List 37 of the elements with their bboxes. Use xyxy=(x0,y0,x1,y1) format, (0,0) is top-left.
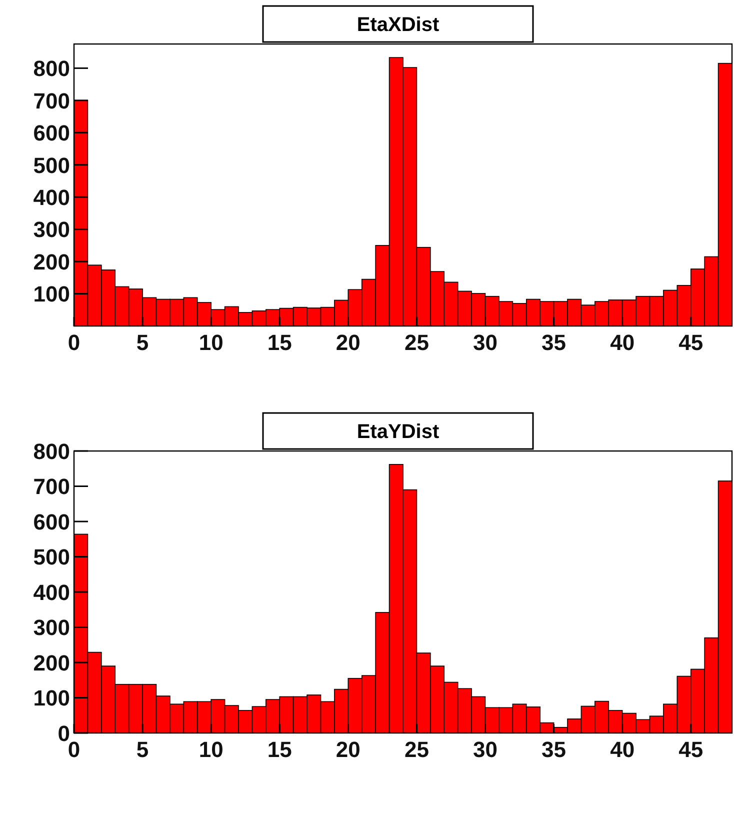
chart-title: EtaXDist xyxy=(356,14,440,36)
y-tick-label: 500 xyxy=(33,152,70,178)
x-tick-label: 45 xyxy=(678,737,704,762)
y-tick-label: 700 xyxy=(33,474,70,500)
x-tick-label: 35 xyxy=(542,737,566,762)
y-tick-label: 700 xyxy=(33,88,70,114)
y-tick-label: 800 xyxy=(33,56,70,82)
x-tick-label: 5 xyxy=(136,330,149,355)
x-tick-label: 10 xyxy=(198,737,224,762)
chart-title: EtaYDist xyxy=(356,421,440,443)
x-tick-label: 25 xyxy=(404,737,429,762)
y-tick-label: 400 xyxy=(33,580,70,605)
y-tick-label: 200 xyxy=(33,249,70,274)
y-tick-label: 500 xyxy=(33,544,70,570)
y-tick-label: 200 xyxy=(33,650,70,676)
x-tick-label: 35 xyxy=(542,330,566,355)
y-tick-label: 600 xyxy=(33,509,70,534)
x-tick-label: 30 xyxy=(473,330,498,355)
x-tick-label: 10 xyxy=(198,330,224,355)
y-tick-label: 600 xyxy=(33,120,70,146)
y-tick-label: 300 xyxy=(33,615,70,640)
y-tick-label: 400 xyxy=(33,185,70,210)
y-tick-label: 0 xyxy=(58,720,70,746)
y-tick-label: 300 xyxy=(33,217,70,242)
x-tick-label: 15 xyxy=(267,330,292,355)
y-tick-label: 800 xyxy=(33,438,70,464)
x-tick-label: 25 xyxy=(404,330,429,355)
x-tick-label: 20 xyxy=(336,330,360,355)
x-tick-label: 40 xyxy=(610,737,635,762)
x-tick-label: 40 xyxy=(610,330,635,355)
x-tick-label: 45 xyxy=(678,330,704,355)
x-tick-label: 30 xyxy=(473,737,498,762)
y-tick-label: 100 xyxy=(33,282,70,307)
x-tick-label: 15 xyxy=(267,737,292,762)
y-tick-label: 100 xyxy=(33,686,70,711)
x-tick-label: 5 xyxy=(136,737,149,762)
x-tick-label: 20 xyxy=(336,737,360,762)
